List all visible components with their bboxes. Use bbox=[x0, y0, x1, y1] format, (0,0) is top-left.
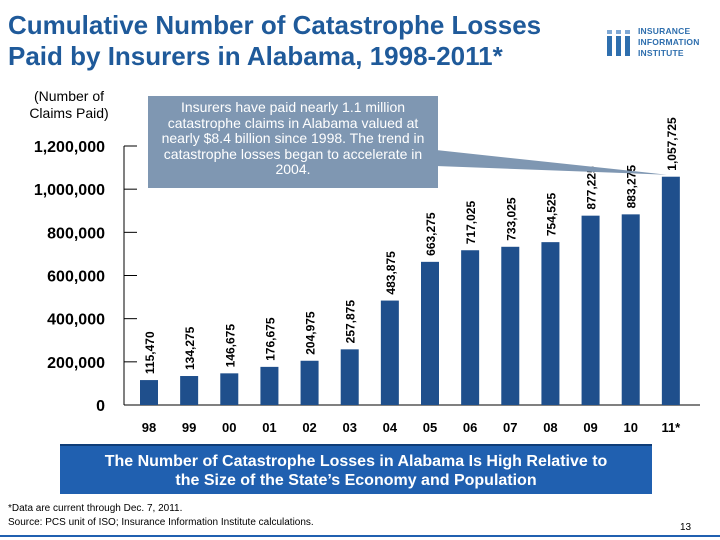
banner-line-1: The Number of Catastrophe Losses in Alab… bbox=[104, 453, 608, 470]
footnote-line-1: *Data are current through Dec. 7, 2011. bbox=[8, 503, 183, 514]
logo-line-3: INSTITUTE bbox=[638, 48, 684, 58]
title-line-1: Cumulative Number of Catastrophe Losses bbox=[8, 10, 542, 40]
banner-line-2: the Size of the State’s Economy and Popu… bbox=[175, 472, 537, 489]
x-tick-label: 05 bbox=[423, 420, 437, 435]
bar bbox=[140, 380, 158, 405]
y-tick-label: 0 bbox=[96, 398, 105, 415]
unit-line-2: Claims Paid) bbox=[29, 105, 109, 121]
x-tick-label: 09 bbox=[583, 420, 597, 435]
y-tick-label: 600,000 bbox=[47, 269, 105, 286]
summary-banner: The Number of Catastrophe Losses in Alab… bbox=[60, 444, 652, 494]
bar bbox=[220, 373, 239, 405]
data-label: 204,975 bbox=[304, 311, 318, 355]
data-label: 115,470 bbox=[143, 331, 157, 374]
y-axis-unit-label: (Number of Claims Paid) bbox=[14, 88, 124, 122]
bar bbox=[621, 214, 640, 405]
x-tick-label: 07 bbox=[503, 420, 517, 435]
x-tick-label: 10 bbox=[623, 420, 637, 435]
bar bbox=[340, 349, 359, 405]
iii-logo-icon bbox=[607, 30, 630, 56]
data-label: 176,675 bbox=[263, 317, 277, 361]
x-tick-label: 06 bbox=[463, 420, 477, 435]
source-line: Source: PCS unit of ISO; Insurance Infor… bbox=[8, 517, 314, 528]
callout-box: Insurers have paid nearly 1.1 million ca… bbox=[148, 96, 438, 188]
x-tick-label: 02 bbox=[302, 420, 316, 435]
x-tick-label: 04 bbox=[383, 420, 398, 435]
y-tick-label: 1,000,000 bbox=[34, 182, 105, 199]
bar bbox=[180, 376, 199, 405]
data-label: 257,875 bbox=[344, 300, 358, 344]
bar bbox=[260, 366, 279, 405]
bar bbox=[501, 246, 520, 405]
x-tick-label: 11* bbox=[661, 420, 681, 435]
data-label: 1,057,725 bbox=[665, 117, 679, 171]
bar bbox=[661, 176, 680, 405]
x-tick-label: 01 bbox=[262, 420, 276, 435]
logo-wordmark: INSURANCE INFORMATION INSTITUTE bbox=[638, 26, 700, 59]
data-label: 754,525 bbox=[544, 192, 558, 236]
x-tick-label: 08 bbox=[543, 420, 557, 435]
title-line-2: Paid by Insurers in Alabama, 1998-2011* bbox=[8, 41, 503, 71]
data-label: 663,275 bbox=[424, 212, 438, 256]
y-tick-label: 200,000 bbox=[47, 355, 105, 372]
data-label: 883,275 bbox=[625, 165, 639, 209]
data-label: 483,875 bbox=[384, 251, 398, 295]
unit-line-1: (Number of bbox=[33, 88, 105, 104]
page-number: 13 bbox=[680, 522, 692, 533]
iii-logo: INSURANCE INFORMATION INSTITUTE bbox=[606, 20, 716, 68]
callout-pointer bbox=[436, 150, 667, 175]
data-label: 717,025 bbox=[464, 201, 478, 245]
data-label: 733,025 bbox=[504, 197, 518, 241]
data-label: 877,225 bbox=[585, 166, 599, 210]
data-label: 146,675 bbox=[223, 324, 237, 368]
x-tick-label: 00 bbox=[222, 420, 236, 435]
footnote: *Data are current through Dec. 7, 2011. … bbox=[8, 502, 314, 530]
page-title: Cumulative Number of Catastrophe Losses … bbox=[8, 10, 608, 72]
bar bbox=[541, 242, 560, 405]
logo-line-2: INFORMATION bbox=[638, 37, 700, 47]
bar bbox=[380, 300, 399, 405]
x-tick-label: 99 bbox=[182, 420, 196, 435]
bar bbox=[300, 360, 319, 405]
bar bbox=[421, 261, 439, 405]
y-tick-label: 1,200,000 bbox=[34, 139, 105, 156]
x-tick-label: 98 bbox=[142, 420, 156, 435]
x-tick-label: 03 bbox=[342, 420, 356, 435]
logo-line-1: INSURANCE bbox=[638, 26, 691, 36]
y-tick-label: 400,000 bbox=[47, 312, 105, 329]
bar bbox=[461, 250, 480, 405]
data-label: 134,275 bbox=[183, 326, 197, 370]
y-tick-label: 800,000 bbox=[47, 225, 105, 242]
bottom-divider bbox=[0, 535, 720, 537]
bar bbox=[581, 215, 600, 405]
